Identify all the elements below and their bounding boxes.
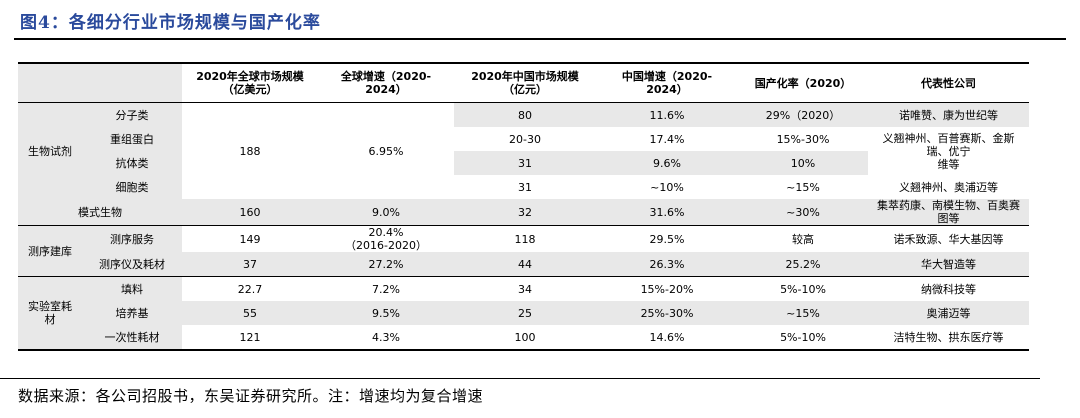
cell-china-size: 118 [514, 232, 536, 246]
cell-china-size: 80 [454, 102, 596, 127]
cell-companies: 洁特生物、拱东医疗等 [868, 325, 1029, 351]
header-category [18, 62, 82, 103]
cell-companies: 集萃药康、南模生物、百奥赛图等 [868, 199, 1029, 226]
row-name: 填料 [82, 276, 182, 301]
table-row: 抗体类 31 9.6% 10% [18, 151, 1029, 175]
cell-global-size: 22.7 [237, 282, 263, 296]
cell-companies: 诺禾致源、华大基因等 [893, 232, 1004, 246]
cell-global-growth: 9.5% [318, 301, 454, 325]
cell-china-size: 25 [454, 301, 596, 325]
table-row: 测序建库 测序服务 149 20.4% （2016-2020） 118 29.5… [18, 225, 1029, 277]
cell-china-size: 31 [454, 151, 596, 175]
cell-global-size: 149 [239, 232, 261, 246]
row-name: 细胞类 [82, 175, 182, 199]
cell-global-growth: 27.2% [318, 252, 454, 277]
cell-global-growth: 9.0% [318, 199, 454, 226]
table-row: 培养基 55 9.5% 25 25%-30% ~15% 奥浦迈等 [18, 301, 1029, 325]
cell-localization: ~15% [786, 180, 820, 194]
cell-china-growth: 25%-30% [596, 301, 738, 325]
table-row: 一次性耗材 121 4.3% 100 14.6% 5%-10% 洁特生物、拱东医… [18, 325, 1029, 351]
table-row: 测序仪及耗材 37 27.2% 44 26.3% 25.2% 华大智造等 [18, 252, 1029, 277]
cell-china-growth: 26.3% [596, 252, 738, 277]
cell-localization: 较高 [792, 232, 814, 246]
header-companies: 代表性公司 [868, 62, 1029, 103]
row-name: 测序服务 [82, 225, 182, 252]
figure-title: 图4：各细分行业市场规模与国产化率 [20, 13, 321, 33]
cell-localization: 10% [738, 151, 868, 175]
header-subcategory [82, 62, 182, 103]
cell-global-size: 121 [182, 325, 318, 351]
row-name: 抗体类 [82, 151, 182, 175]
header-global-growth: 全球增速（2020- 2024） [318, 62, 454, 103]
cell-localization: ~15% [738, 301, 868, 325]
cell-china-growth: 11.6% [596, 102, 738, 127]
cell-global-growth: 4.3% [318, 325, 454, 351]
cell-global-growth: 6.95% [368, 144, 404, 158]
cell-localization: 5%-10% [780, 282, 826, 296]
header-row: 2020年全球市场规模 （亿美元） 全球增速（2020- 2024） 2020年… [18, 62, 1029, 103]
cell-china-size: 44 [454, 252, 596, 277]
cell-global-size: 160 [182, 199, 318, 226]
row-name: 测序仪及耗材 [82, 252, 182, 277]
cell-global-size: 37 [182, 252, 318, 277]
cell-localization: 15%-30% [776, 132, 830, 146]
row-name: 一次性耗材 [82, 325, 182, 351]
cell-china-growth: 17.4% [649, 132, 685, 146]
cell-china-growth: ~10% [650, 180, 684, 194]
cell-china-growth: 14.6% [596, 325, 738, 351]
table-row: 实验室耗 材 填料 22.7 7.2% 34 15%-20% 5%-10% 纳微… [18, 276, 1029, 351]
table-row: 生物试剂 分子类 188 6.95% 80 11.6% 29%（2020） 诺唯… [18, 102, 1029, 199]
cell-global-growth: 7.2% [372, 282, 400, 296]
table-row: 模式生物 160 9.0% 32 31.6% ~30% 集萃药康、南模生物、百奥… [18, 199, 1029, 226]
source-note: 数据来源：各公司招股书，东吴证券研究所。注：增速均为复合增速 [18, 387, 484, 405]
header-china-size: 2020年中国市场规模 （亿元） [454, 62, 596, 103]
cell-localization: 25.2% [738, 252, 868, 277]
market-table: 2020年全球市场规模 （亿美元） 全球增速（2020- 2024） 2020年… [18, 62, 1029, 351]
table-row: 细胞类 31 ~10% ~15% 义翘神州、奥浦迈等 [18, 175, 1029, 199]
header-localization: 国产化率（2020） [738, 62, 868, 103]
row-name: 重组蛋白 [82, 127, 182, 151]
cell-global-growth: 20.4% （2016-2020） [345, 226, 427, 252]
cell-china-growth: 29.5% [649, 232, 685, 246]
cell-localization: 29%（2020） [738, 102, 868, 127]
cell-companies: 义翘神州、百普赛斯、金斯瑞、优宁 维等 [882, 131, 1015, 171]
cell-companies: 华大智造等 [868, 252, 1029, 277]
cell-companies: 诺唯赞、康为世纪等 [868, 102, 1029, 127]
cell-china-growth: 15%-20% [640, 282, 694, 296]
cell-china-growth: 9.6% [596, 151, 738, 175]
header-china-growth: 中国增速（2020- 2024） [596, 62, 738, 103]
footer-rule [0, 378, 1040, 379]
cell-china-growth: 31.6% [596, 199, 738, 226]
cell-localization: 5%-10% [738, 325, 868, 351]
cell-china-size: 32 [454, 199, 596, 226]
group-label: 测序建库 [18, 225, 82, 277]
cell-companies: 义翘神州、奥浦迈等 [899, 180, 998, 194]
cell-localization: ~30% [738, 199, 868, 226]
group-label: 实验室耗 材 [18, 276, 82, 351]
cell-global-size: 55 [182, 301, 318, 325]
group-label: 模式生物 [18, 199, 182, 226]
title-rule [14, 38, 1066, 40]
cell-companies: 奥浦迈等 [868, 301, 1029, 325]
group-label: 生物试剂 [18, 102, 82, 199]
cell-china-size: 34 [518, 282, 532, 296]
row-name: 培养基 [82, 301, 182, 325]
cell-china-size: 100 [454, 325, 596, 351]
cell-companies: 纳微科技等 [921, 282, 976, 296]
cell-china-size: 31 [518, 180, 532, 194]
header-global-size: 2020年全球市场规模 （亿美元） [182, 62, 318, 103]
row-name: 分子类 [82, 102, 182, 127]
table-row: 重组蛋白 20-30 17.4% 15%-30% 义翘神州、百普赛斯、金斯瑞、优… [18, 127, 1029, 171]
cell-global-size: 188 [239, 144, 261, 158]
cell-china-size: 20-30 [509, 132, 541, 146]
